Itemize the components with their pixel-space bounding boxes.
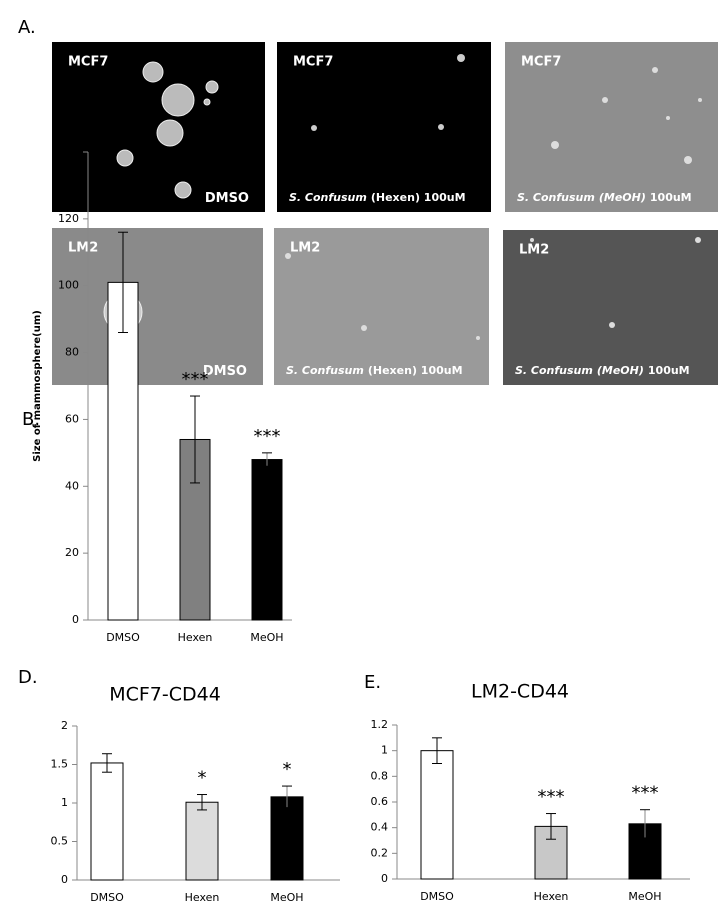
y-tick-label: 0.6 xyxy=(371,795,389,808)
caption-part: DMSO xyxy=(205,191,249,206)
micrograph-label: MCF7 xyxy=(293,55,333,70)
error-bar xyxy=(282,785,292,809)
error-bar xyxy=(190,395,200,484)
micrograph-caption: S. Confusum (Hexen) 100uM xyxy=(286,364,463,377)
micrograph-label: MCF7 xyxy=(521,55,561,70)
micrograph-caption: S. Confusum (MeOH) 100uM xyxy=(517,191,692,204)
chart-title: LM2-CD44 xyxy=(471,681,569,703)
panel-label: A. xyxy=(18,17,36,38)
cells xyxy=(311,54,465,131)
x-tick-label: MeOH xyxy=(270,891,303,904)
panel-label: D. xyxy=(18,667,38,688)
y-tick-label: 0 xyxy=(72,613,79,626)
cells xyxy=(285,253,480,340)
y-tick-label: 0.5 xyxy=(51,835,69,848)
bar xyxy=(107,281,139,621)
caption-part: 100uM xyxy=(648,364,690,377)
chart-title: MCF7 xyxy=(306,150,353,170)
error-bar xyxy=(118,231,128,334)
micrographs xyxy=(52,42,718,385)
x-tick-label: MeOH xyxy=(628,890,661,903)
y-tick-label: 100 xyxy=(58,279,79,292)
y-tick-label: 0.4 xyxy=(371,821,389,834)
micrograph-caption: S. Confusum (Hexen) 100uM xyxy=(289,191,466,204)
y-tick-label: 0.2 xyxy=(371,846,389,859)
chart-title: MCF7-CD44 xyxy=(109,684,221,706)
micrograph-caption: DMSO xyxy=(203,364,247,379)
cells xyxy=(116,61,219,199)
x-tick-label: MeOH xyxy=(250,631,283,644)
caption-part: (Hexen) 100uM xyxy=(371,191,466,204)
x-tick-label: Hexen xyxy=(178,631,213,644)
caption-part: (MeOH) xyxy=(599,191,646,204)
x-tick-label: Hexen xyxy=(185,891,220,904)
y-tick-label: 0 xyxy=(61,873,68,886)
bar xyxy=(185,801,219,881)
caption-part: (MeOH) xyxy=(597,364,644,377)
error-bar xyxy=(197,794,207,811)
x-tick-label: DMSO xyxy=(420,890,454,903)
caption-part: DMSO xyxy=(203,364,247,379)
error-bar xyxy=(102,753,112,773)
caption-part: S. Confusum xyxy=(517,191,595,204)
y-tick-label: 80 xyxy=(65,346,79,359)
x-tick-label: DMSO xyxy=(90,891,124,904)
y-tick-label: 2 xyxy=(61,719,68,732)
error-bar xyxy=(546,813,556,840)
caption-part: (Hexen) 100uM xyxy=(368,364,463,377)
micrograph-caption: S. Confusum (MeOH) 100uM xyxy=(515,364,690,377)
significance: *** xyxy=(254,426,281,447)
error-bar xyxy=(262,452,272,467)
panel-label: E. xyxy=(364,672,381,693)
y-tick-label: 0 xyxy=(381,872,388,885)
micrograph xyxy=(274,228,489,385)
error-bar xyxy=(432,737,442,764)
y-axis-label: Size of mammosphere(um) xyxy=(32,310,43,462)
micrograph-label: MCF7 xyxy=(68,55,108,70)
bar xyxy=(420,750,454,880)
micrograph-label: LM2 xyxy=(68,241,98,256)
micrograph-label: LM2 xyxy=(519,243,549,258)
cells xyxy=(551,67,702,164)
y-tick-label: 120 xyxy=(58,212,79,225)
y-tick-label: 0.8 xyxy=(371,769,389,782)
y-tick-label: 1.5 xyxy=(51,758,69,771)
micrograph xyxy=(503,230,718,385)
bar xyxy=(270,796,304,881)
y-tick-label: 40 xyxy=(65,479,79,492)
caption-part: S. Confusum xyxy=(286,364,364,377)
significance: *** xyxy=(182,369,209,390)
significance: *** xyxy=(632,783,659,804)
y-tick-label: 140 xyxy=(58,145,79,158)
significance: * xyxy=(283,759,292,780)
caption-part: S. Confusum xyxy=(515,364,593,377)
y-tick-label: 1 xyxy=(61,796,68,809)
x-tick-label: DMSO xyxy=(106,631,140,644)
bar xyxy=(90,762,124,881)
micrograph xyxy=(505,42,718,212)
significance: *** xyxy=(538,787,565,808)
bar xyxy=(251,459,283,621)
y-tick-label: 20 xyxy=(65,546,79,559)
y-tick-label: 60 xyxy=(65,412,79,425)
significance: * xyxy=(198,768,207,789)
y-tick-label: 1 xyxy=(381,744,388,757)
x-tick-label: Hexen xyxy=(534,890,569,903)
cells xyxy=(530,237,701,328)
micrograph-label: LM2 xyxy=(290,241,320,256)
error-bar xyxy=(640,809,650,839)
y-tick-label: 1.2 xyxy=(371,718,389,731)
caption-part: 100uM xyxy=(650,191,692,204)
micrograph xyxy=(52,228,263,385)
caption-part: S. Confusum xyxy=(289,191,367,204)
micrograph-caption: DMSO xyxy=(205,191,249,206)
panel-label: B. xyxy=(22,409,40,430)
